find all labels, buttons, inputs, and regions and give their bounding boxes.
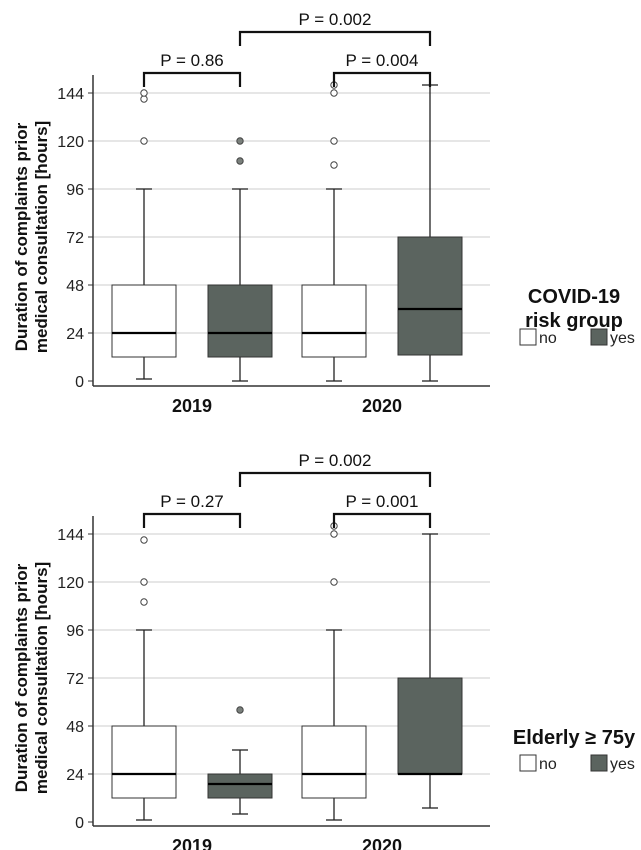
x-category-label: 2020 bbox=[362, 396, 402, 416]
legend-swatch-yes bbox=[590, 328, 608, 346]
y-axis-label: medical consultation [hours] bbox=[32, 562, 51, 794]
p-value-label: P = 0.002 bbox=[299, 451, 372, 470]
comparison-bracket: P = 0.27 bbox=[142, 492, 242, 528]
y-tick-label: 96 bbox=[66, 182, 84, 199]
chart-panel-a: 0 24 48 72 96 120 144 Duration of complaints pr… bbox=[12, 10, 635, 416]
legend-label-yes: yes bbox=[610, 330, 635, 347]
x-category-label: 2019 bbox=[172, 396, 212, 416]
y-axis-label: Duration of complaints prior bbox=[12, 563, 31, 792]
y-tick-label: 48 bbox=[66, 719, 84, 736]
chart-panel-b: 0 24 48 72 96 120 144 Duration of complaints pr… bbox=[12, 451, 636, 850]
p-value-label: P = 0.004 bbox=[346, 51, 419, 70]
outlier-point bbox=[330, 89, 338, 97]
legend-label-yes: yes bbox=[610, 756, 635, 773]
x-category-label: 2020 bbox=[362, 836, 402, 850]
bracket-line bbox=[238, 471, 432, 487]
bracket-line bbox=[142, 71, 242, 87]
p-value-label: P = 0.27 bbox=[160, 492, 224, 511]
bracket-line bbox=[238, 30, 432, 46]
y-tick-label: 144 bbox=[57, 86, 84, 103]
outlier-point bbox=[140, 598, 148, 606]
y-tick-label: 120 bbox=[57, 575, 84, 592]
box-no-2020 bbox=[301, 522, 367, 821]
outlier-point bbox=[140, 95, 148, 103]
outlier-point bbox=[140, 536, 148, 544]
legend-title: risk group bbox=[525, 310, 623, 332]
box-yes-2019 bbox=[207, 706, 273, 815]
box-iqr bbox=[301, 725, 367, 799]
outlier-point bbox=[236, 157, 244, 165]
legend-swatch-no bbox=[519, 328, 537, 346]
outlier-point bbox=[330, 161, 338, 169]
bracket-line bbox=[332, 71, 432, 87]
box-iqr bbox=[111, 284, 177, 358]
box-iqr bbox=[397, 236, 463, 356]
box-yes-2019 bbox=[207, 137, 273, 382]
bracket-line bbox=[142, 512, 242, 528]
legend: Elderly ≥ 75y no yes bbox=[513, 727, 636, 773]
y-tick-label: 48 bbox=[66, 278, 84, 295]
box-yes-2020 bbox=[397, 84, 463, 382]
comparison-bracket: P = 0.004 bbox=[332, 51, 432, 87]
y-tick-label: 144 bbox=[57, 527, 84, 544]
outlier-point bbox=[330, 137, 338, 145]
box-no-2019 bbox=[111, 536, 177, 821]
box-iqr bbox=[301, 284, 367, 358]
legend-swatch-no bbox=[519, 754, 537, 772]
y-axis-label: Duration of complaints prior bbox=[12, 122, 31, 351]
box-no-2019 bbox=[111, 89, 177, 380]
y-tick-label: 0 bbox=[75, 815, 84, 832]
y-tick-label: 96 bbox=[66, 623, 84, 640]
p-value-label: P = 0.86 bbox=[160, 51, 224, 70]
legend-label-no: no bbox=[539, 756, 557, 773]
box-iqr bbox=[207, 284, 273, 358]
box-iqr bbox=[207, 773, 273, 799]
comparison-bracket: P = 0.86 bbox=[142, 51, 242, 87]
outlier-point bbox=[330, 530, 338, 538]
box-yes-2020 bbox=[397, 533, 463, 809]
y-tick-label: 24 bbox=[66, 326, 84, 343]
outlier-point bbox=[236, 706, 244, 714]
outlier-point bbox=[140, 578, 148, 586]
comparison-bracket: P = 0.002 bbox=[238, 10, 432, 46]
outlier-point bbox=[236, 137, 244, 145]
outlier-point bbox=[330, 578, 338, 586]
legend-label-no: no bbox=[539, 330, 557, 347]
legend-swatch-yes bbox=[590, 754, 608, 772]
box-no-2020 bbox=[301, 81, 367, 382]
comparison-bracket: P = 0.002 bbox=[238, 451, 432, 487]
p-value-label: P = 0.001 bbox=[346, 492, 419, 511]
y-tick-label: 72 bbox=[66, 230, 84, 247]
y-axis-label: medical consultation [hours] bbox=[32, 121, 51, 353]
legend-title: Elderly ≥ 75y bbox=[513, 727, 636, 749]
y-tick-label: 0 bbox=[75, 374, 84, 391]
y-tick-label: 24 bbox=[66, 767, 84, 784]
y-tick-label: 120 bbox=[57, 134, 84, 151]
comparison-bracket: P = 0.001 bbox=[332, 492, 432, 528]
outlier-point bbox=[140, 137, 148, 145]
y-tick-label: 72 bbox=[66, 671, 84, 688]
legend-title: COVID-19 bbox=[528, 286, 620, 308]
bracket-line bbox=[332, 512, 432, 528]
p-value-label: P = 0.002 bbox=[299, 10, 372, 29]
box-iqr bbox=[111, 725, 177, 799]
box-iqr bbox=[397, 677, 463, 775]
x-category-label: 2019 bbox=[172, 836, 212, 850]
outlier-point bbox=[140, 89, 148, 97]
